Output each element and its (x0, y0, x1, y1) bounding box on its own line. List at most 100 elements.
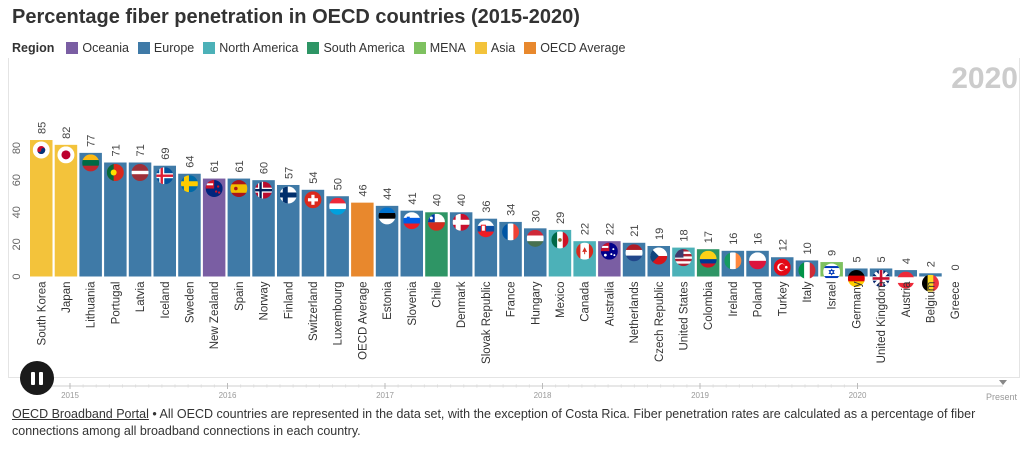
value-label: 40 (456, 194, 468, 206)
bar-group: 34 France (499, 204, 522, 318)
portugal-flag (106, 164, 124, 182)
category-label: Canada (580, 281, 592, 322)
category-label: South Korea (36, 281, 48, 346)
value-label: 69 (160, 147, 172, 159)
france-flag (502, 223, 520, 241)
value-label: 9 (827, 250, 839, 256)
latvia-flag (131, 164, 149, 182)
bar-group: 0 Greece (950, 264, 962, 319)
category-label: OECD Average (357, 282, 369, 360)
bar-group: 71 Portugal (104, 144, 127, 324)
legend-swatch (203, 42, 216, 54)
legend-swatch (474, 42, 487, 54)
finland-flag (279, 186, 297, 204)
usa-flag (674, 249, 692, 267)
legend-item-asia[interactable]: Asia (474, 41, 516, 55)
bar-group: 4 Austria (894, 258, 917, 317)
category-label: Turkey (777, 281, 789, 316)
y-tick-label: 60 (11, 174, 23, 186)
category-label: Finland (283, 282, 295, 320)
legend-swatch (66, 42, 79, 54)
bar-group: 30 Hungary (524, 210, 547, 325)
category-label: United States (678, 281, 690, 350)
bar-group: 77 Lithuania (79, 135, 102, 328)
category-label: Slovenia (407, 281, 419, 326)
bar (326, 196, 349, 277)
category-label: Poland (753, 282, 765, 318)
category-label: Portugal (110, 282, 122, 325)
bar-group: 17 Colombia (696, 231, 720, 330)
category-label: Australia (604, 281, 616, 326)
bar-group: 61 Spain (227, 160, 251, 311)
mexico-flag (551, 231, 569, 249)
austria-flag (897, 271, 915, 289)
bar-group: 44 Estonia (375, 188, 399, 320)
category-label: Colombia (703, 281, 715, 330)
category-label: Luxembourg (333, 282, 345, 346)
bar-group: 18 United States (672, 229, 695, 351)
category-label: Estonia (382, 281, 394, 320)
lithuania-flag (82, 154, 100, 172)
value-label: 29 (555, 212, 567, 224)
legend-label: Asia (490, 41, 516, 55)
value-label: 85 (36, 122, 48, 134)
italy-flag (798, 261, 816, 279)
bar-group: 10 Italy (795, 242, 819, 303)
category-label: Ireland (728, 282, 740, 317)
canada-flag (576, 242, 594, 260)
iceland-flag (156, 167, 174, 185)
value-label: 0 (950, 264, 962, 270)
legend-label: North America (219, 41, 299, 55)
pause-icon (31, 371, 35, 385)
bar-group: 19 Czech Republic (647, 228, 670, 362)
bar-group: 71 Latvia (128, 144, 152, 312)
category-label: Italy (802, 281, 814, 302)
value-label: 18 (678, 229, 690, 241)
value-label: 46 (357, 184, 369, 196)
south-korea-flag (32, 141, 50, 159)
y-tick-label: 0 (11, 273, 23, 279)
value-label: 19 (654, 228, 666, 240)
source-link[interactable]: OECD Broadband Portal (12, 407, 149, 421)
category-label: Lithuania (86, 281, 98, 328)
bar (54, 144, 78, 277)
category-label: Switzerland (308, 282, 320, 341)
pause-icon (39, 371, 43, 385)
legend-item-south-america[interactable]: South America (307, 41, 405, 55)
bar (277, 184, 300, 277)
legend-item-europe[interactable]: Europe (137, 41, 194, 55)
legend-item-oceania[interactable]: Oceania (66, 41, 129, 55)
bar-group: 50 Luxembourg (326, 178, 349, 345)
timeline-end-label: Present (986, 392, 1018, 402)
value-label: 82 (61, 127, 73, 139)
category-label: Hungary (530, 281, 542, 325)
pause-button[interactable] (20, 361, 54, 395)
value-label: 54 (308, 172, 320, 184)
value-label: 60 (259, 162, 271, 174)
value-label: 30 (530, 210, 542, 222)
slovenia-flag (403, 212, 421, 230)
bar-group: 5 Germany (845, 256, 868, 329)
legend-item-oecd-average[interactable]: OECD Average (524, 41, 625, 55)
bar-group: 69 Iceland (153, 147, 176, 319)
legend-item-mena[interactable]: MENA (413, 41, 466, 55)
y-tick-label: 40 (11, 206, 23, 218)
value-label: 12 (777, 239, 789, 251)
bar-group: 64 Sweden (178, 155, 201, 323)
legend-item-north-america[interactable]: North America (203, 41, 298, 55)
hungary-flag (526, 229, 544, 247)
legend-swatch (413, 42, 426, 54)
category-label: France (506, 282, 518, 318)
bar (351, 202, 374, 277)
timeline-year-label: 2015 (61, 391, 79, 400)
bar-group: 16 Poland (746, 233, 769, 318)
new-zealand-flag (205, 180, 223, 198)
value-label: 61 (234, 160, 246, 172)
bar-group: 40 Chile (425, 194, 448, 308)
value-label: 34 (506, 204, 518, 216)
category-label: Austria (901, 281, 913, 317)
category-label: United Kingdom (876, 282, 888, 364)
category-label: Germany (851, 281, 863, 329)
category-label: Netherlands (629, 281, 641, 343)
value-label: 5 (851, 256, 863, 262)
